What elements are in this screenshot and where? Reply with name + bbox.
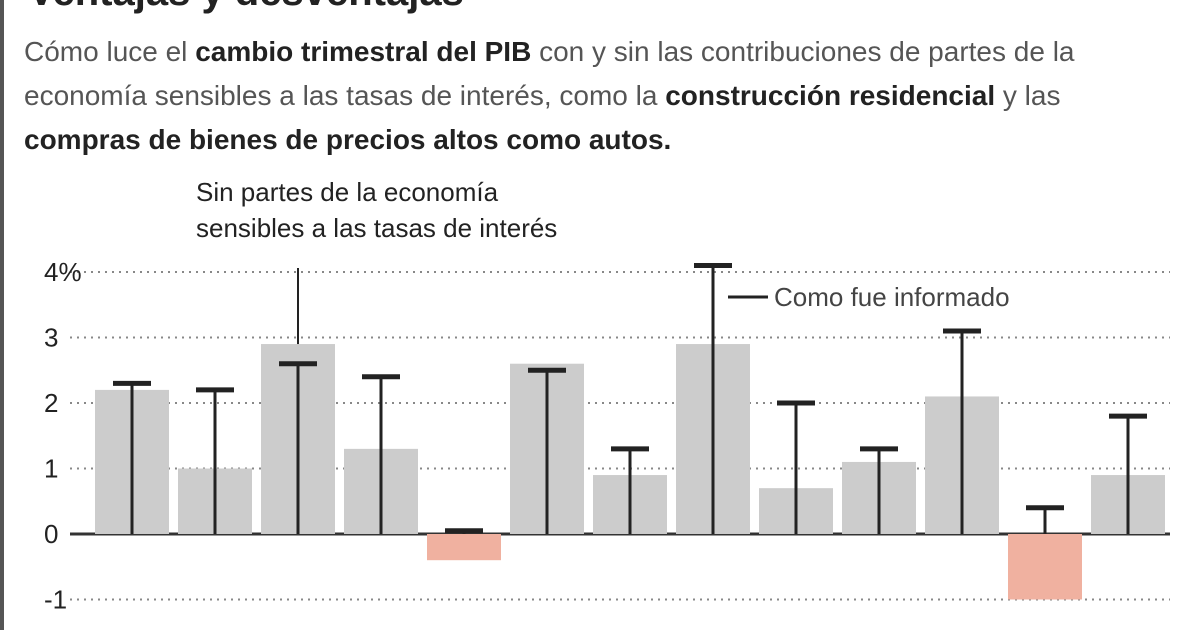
subtitle-bold-1: cambio trimestral del PIB bbox=[195, 36, 532, 67]
subtitle-bold-3: compras de bienes de precios altos como … bbox=[24, 124, 672, 155]
chart-subtitle: Cómo luce el cambio trimestral del PIB c… bbox=[24, 30, 1174, 162]
data-bar bbox=[427, 534, 501, 561]
subtitle-text-2: con y sin las contribuciones de partes d… bbox=[24, 36, 1075, 111]
y-tick-label: 1 bbox=[44, 454, 58, 484]
y-tick-label: 0 bbox=[44, 519, 58, 549]
subtitle-text-1: Cómo luce el bbox=[24, 36, 196, 67]
y-tick-label: 3 bbox=[44, 323, 58, 353]
y-tick-label: -1 bbox=[44, 585, 67, 615]
subtitle-bold-2: construcción residencial bbox=[665, 80, 996, 111]
bar-series-annotation: Sin partes de la economía sensibles a la… bbox=[196, 174, 557, 246]
subtitle-text-3: y las bbox=[995, 80, 1061, 111]
data-bar bbox=[1008, 534, 1082, 600]
bar-series-annotation-line1: Sin partes de la economía bbox=[196, 177, 499, 207]
left-rule bbox=[0, 0, 4, 630]
bar-series-annotation-line2: sensibles a las tasas de interés bbox=[196, 213, 558, 243]
y-tick-label: 2 bbox=[44, 388, 58, 418]
reported-legend-label: Como fue informado bbox=[774, 282, 1010, 312]
y-tick-label: 4% bbox=[44, 257, 82, 287]
cut-off-title: Ventajas y desventajas bbox=[28, 0, 464, 15]
